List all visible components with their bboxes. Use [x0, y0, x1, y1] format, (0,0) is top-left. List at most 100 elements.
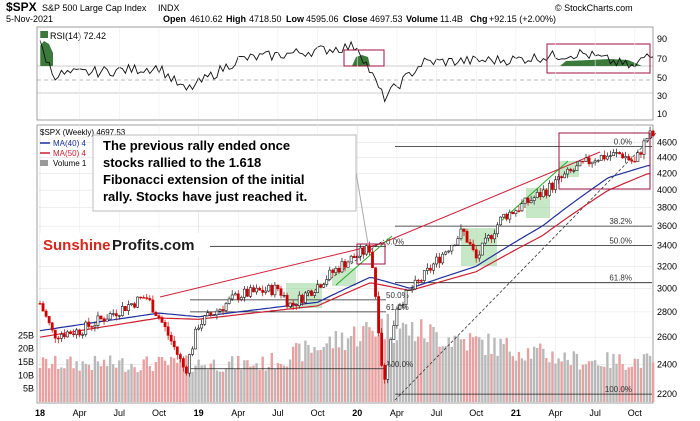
- volume-bar: [584, 364, 588, 402]
- candle-body: [471, 243, 475, 251]
- candle-body: [258, 287, 262, 291]
- brand-part-2: Profits.com: [112, 237, 195, 254]
- volume-bar: [609, 367, 612, 402]
- rsi-label: RSI(14) 72.42: [50, 31, 106, 41]
- volume-bar: [93, 355, 97, 402]
- rsi-tick-10: 10: [657, 109, 667, 119]
- volume-bar: [261, 356, 264, 402]
- volume-tick-label: 10B: [18, 370, 34, 380]
- volume-bar: [590, 361, 594, 402]
- candle-body: [117, 315, 121, 317]
- candle-body: [462, 228, 466, 232]
- volume-bar: [224, 368, 228, 402]
- time-tick-label: Apr: [548, 408, 562, 418]
- candle-body: [404, 290, 408, 305]
- volume-bar: [197, 359, 200, 402]
- candle-body: [194, 328, 197, 350]
- candle-body: [38, 303, 42, 305]
- volume-bar: [523, 360, 527, 402]
- volume-bar: [447, 337, 450, 402]
- candle-body: [300, 294, 304, 303]
- volume-bar: [517, 351, 521, 402]
- volume-bar: [221, 371, 225, 402]
- candle-body: [487, 235, 490, 239]
- volume-bar: [462, 339, 466, 402]
- candle-body: [297, 294, 301, 307]
- volume-bar: [319, 349, 322, 402]
- candle-body: [587, 157, 591, 165]
- candle-body: [337, 268, 341, 273]
- candle-body: [233, 293, 237, 296]
- candle-body: [175, 346, 179, 355]
- volume-bar: [331, 348, 335, 402]
- volume-bar: [651, 362, 655, 402]
- volume-bar: [169, 356, 173, 402]
- candle-body: [496, 224, 499, 235]
- candle-body: [395, 308, 399, 326]
- candle-body: [172, 340, 176, 348]
- candle-body: [493, 233, 496, 240]
- candle-body: [108, 313, 112, 320]
- change-label: Chg: [470, 14, 488, 24]
- volume-bar: [487, 333, 490, 402]
- candle-body: [313, 292, 316, 296]
- candle-body: [581, 160, 585, 163]
- rsi-highlight-2020: [343, 49, 385, 67]
- volume-bar: [81, 361, 84, 402]
- time-tick-label: Oct: [469, 408, 484, 418]
- rsi-legend-swatch: [40, 31, 48, 38]
- legend-ma40: MA(40) 4: [53, 139, 86, 148]
- price-tick-label: 3200: [657, 261, 677, 271]
- candle-body: [398, 305, 402, 310]
- volume-bar: [96, 361, 100, 402]
- volume-bar: [237, 355, 240, 402]
- volume-bar: [148, 366, 152, 402]
- candle-body: [96, 315, 100, 326]
- candle-body: [130, 303, 133, 305]
- candle-body: [590, 161, 594, 165]
- volume-bar: [505, 337, 508, 402]
- candle-body: [142, 297, 146, 299]
- time-tick-label: 18: [35, 408, 45, 418]
- candle-body: [120, 306, 124, 316]
- candle-body: [157, 315, 161, 318]
- volume-bar: [572, 351, 576, 402]
- open-label: Open: [163, 14, 186, 24]
- volume-bar: [407, 335, 411, 402]
- candle-body: [249, 287, 252, 297]
- callout-frame: [92, 134, 357, 212]
- volume-bar: [560, 361, 563, 402]
- volume-bar: [99, 366, 103, 402]
- close-label: Close: [343, 14, 368, 24]
- volume-bar: [368, 327, 371, 402]
- low-label: Low: [286, 14, 305, 24]
- candle-body: [389, 339, 393, 366]
- candle-body: [166, 326, 170, 336]
- time-tick-label: 21: [511, 408, 521, 418]
- price-tick-label: 2600: [657, 332, 677, 342]
- volume-bar: [520, 358, 524, 402]
- volume-bar: [200, 365, 203, 402]
- candle-body: [361, 247, 365, 255]
- candle-body: [615, 152, 618, 154]
- candle-body: [566, 168, 570, 175]
- time-tick-label: Jul: [114, 408, 126, 418]
- volume-bar: [288, 359, 292, 402]
- volume-bar: [615, 363, 618, 402]
- candle-body: [508, 211, 512, 220]
- volume-bar: [188, 369, 191, 402]
- candle-body: [532, 197, 536, 201]
- volume-bar: [115, 367, 118, 402]
- legend: $SPX (Weekly) 4697.53 MA(40) 4 MA(50) 4 …: [40, 128, 126, 168]
- candle-body: [639, 152, 643, 155]
- candle-body: [56, 337, 60, 340]
- volume-bar: [563, 352, 566, 402]
- candle-body: [548, 182, 551, 196]
- candle-body: [416, 279, 420, 282]
- volume-bar: [334, 331, 338, 402]
- volume-bar: [502, 344, 505, 402]
- candle-body: [246, 288, 249, 297]
- volume-bar: [108, 355, 112, 402]
- green-channel-2021: [499, 160, 569, 223]
- volume-bar: [307, 344, 310, 402]
